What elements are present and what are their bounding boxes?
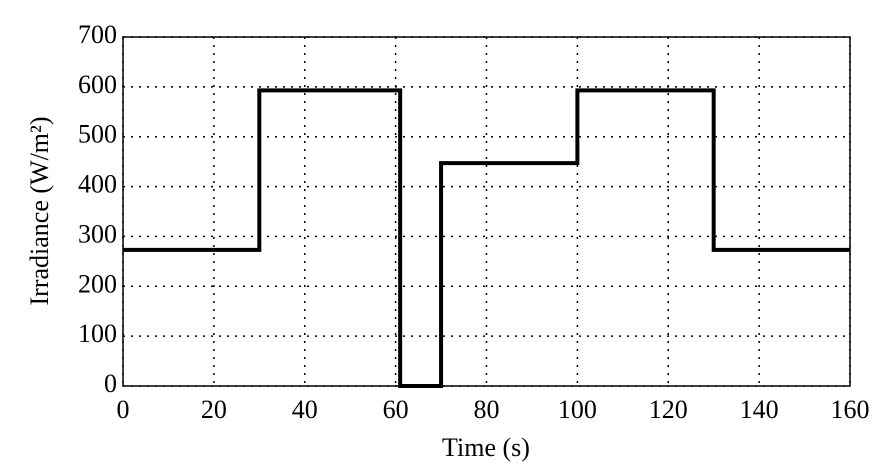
x-tick-label: 60 [383, 395, 409, 424]
x-tick-label: 40 [292, 395, 318, 424]
plot-frame [122, 36, 851, 387]
x-tick-label: 120 [649, 395, 688, 424]
x-tick-label: 0 [117, 395, 130, 424]
x-tick-label: 20 [201, 395, 227, 424]
x-tick-label: 160 [831, 395, 870, 424]
x-tick-label: 80 [474, 395, 500, 424]
x-tick-label: 140 [740, 395, 779, 424]
y-tick-label: 500 [78, 120, 117, 149]
x-axis-label: Time (s) [442, 433, 530, 462]
y-tick-label: 0 [104, 369, 117, 398]
y-tick-label: 600 [78, 70, 117, 99]
y-tick-label: 700 [78, 20, 117, 49]
y-tick-label: 200 [78, 269, 117, 298]
data-line [123, 88, 850, 388]
y-tick-label: 300 [78, 219, 117, 248]
x-tick-label: 100 [558, 395, 597, 424]
y-tick-label: 400 [78, 170, 117, 199]
y-tick-label: 100 [78, 319, 117, 348]
y-axis-label: Irradiance (W/m²) [25, 117, 54, 306]
